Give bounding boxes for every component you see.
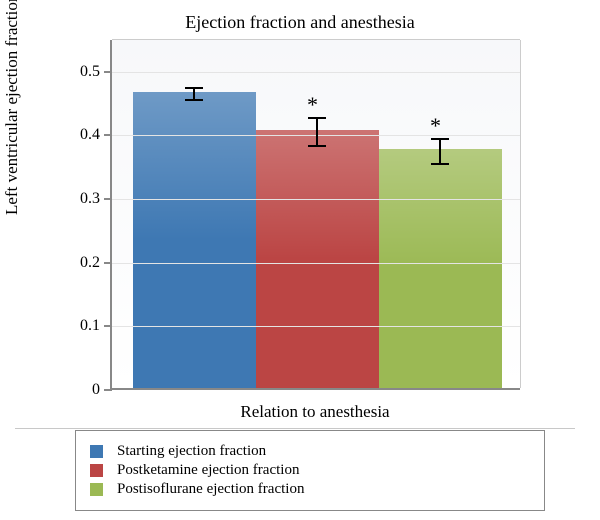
error-bar (316, 118, 318, 146)
bar-highlight (133, 92, 256, 240)
legend-label: Starting ejection fraction (117, 443, 266, 460)
plot-area: 00.10.20.30.40.5** (110, 40, 520, 390)
chart-title: Ejection fraction and anesthesia (0, 12, 600, 33)
bar-highlight (256, 130, 379, 259)
legend-item-1: Postketamine ejection fraction (90, 462, 530, 479)
error-cap-top (185, 87, 203, 89)
grid-line (112, 263, 520, 264)
bar-1 (256, 130, 379, 388)
grid-line (112, 72, 520, 73)
y-tick (104, 198, 112, 200)
legend-label: Postketamine ejection fraction (117, 462, 299, 479)
y-tick (104, 71, 112, 73)
y-tick-label: 0.3 (80, 190, 100, 208)
plot-right-border (520, 40, 521, 388)
grid-line (112, 326, 520, 327)
y-tick-label: 0.2 (80, 254, 100, 272)
y-tick-label: 0 (92, 381, 100, 399)
legend: Starting ejection fraction Postketamine e… (75, 430, 545, 511)
error-cap-bottom (185, 99, 203, 101)
bar-2 (379, 149, 502, 388)
legend-swatch (90, 445, 103, 458)
y-axis-label: Left ventricular ejection fraction (2, 0, 22, 215)
y-tick (104, 262, 112, 264)
y-tick-label: 0.4 (80, 126, 100, 144)
y-tick-label: 0.1 (80, 317, 100, 335)
figure: Ejection fraction and anesthesia Left ve… (0, 0, 600, 520)
legend-label: Postisoflurane ejection fraction (117, 481, 304, 498)
significance-marker: * (307, 92, 318, 118)
legend-swatch (90, 483, 103, 496)
y-tick (104, 134, 112, 136)
legend-item-0: Starting ejection fraction (90, 443, 530, 460)
legend-divider (15, 428, 575, 429)
error-cap-bottom (308, 145, 326, 147)
bar-highlight (379, 149, 502, 268)
significance-marker: * (430, 113, 441, 139)
error-cap-bottom (431, 163, 449, 165)
legend-item-2: Postisoflurane ejection fraction (90, 481, 530, 498)
x-axis-label: Relation to anesthesia (110, 402, 520, 422)
error-bar (439, 139, 441, 164)
y-tick (104, 325, 112, 327)
y-tick (104, 389, 112, 391)
grid-line (112, 199, 520, 200)
bar-0 (133, 92, 256, 388)
legend-swatch (90, 464, 103, 477)
y-tick-label: 0.5 (80, 63, 100, 81)
